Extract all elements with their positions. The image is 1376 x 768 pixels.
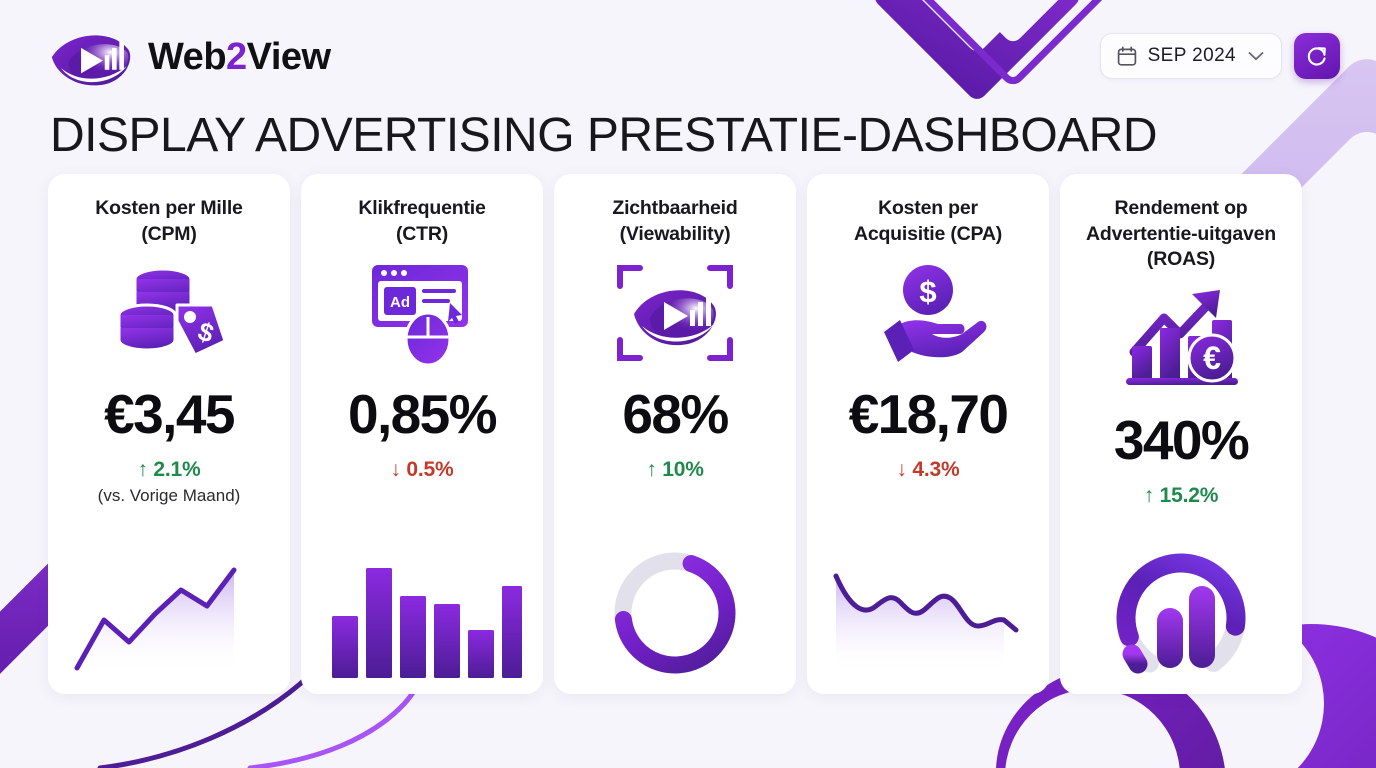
kpi-card-chart-area-cpm (48, 532, 290, 682)
kpi-card-title-line1: Klikfrequentie (358, 197, 486, 219)
kpi-card-chart-gauge-roas (1060, 532, 1302, 682)
kpi-card-delta: ↑ 15.2% (1143, 484, 1219, 508)
kpi-card-delta: ↑ 2.1% (137, 458, 201, 482)
kpi-card-icon: $ (60, 253, 278, 373)
kpi-card-viewability[interactable]: Zichtbaarheid (Viewability) (554, 174, 796, 694)
refresh-button[interactable] (1294, 33, 1340, 79)
ad-click-mouse-icon: Ad (372, 265, 468, 367)
brand-name-part1: Web (148, 35, 227, 78)
kpi-card-title-line1: Kosten per (878, 197, 978, 219)
kpi-card-value: 340% (1113, 409, 1250, 472)
refresh-icon (1307, 47, 1326, 66)
date-selector[interactable]: SEP 2024 (1099, 33, 1282, 79)
kpi-card-title-line2: (CTR) (395, 222, 449, 245)
donut-chart-viewability (614, 552, 736, 674)
kpi-card-delta: ↑ 10% (646, 458, 704, 482)
brand-name-accent: 2 (226, 35, 247, 78)
bar-chart-ctr (332, 568, 522, 678)
kpi-card-delta: ↓ 0.5% (390, 458, 454, 482)
date-selector-value: SEP 2024 (1147, 45, 1236, 66)
kpi-card-title-line1: Zichtbaarheid (612, 197, 738, 219)
top-bar: Web2View SEP 2024 (46, 26, 1340, 90)
kpi-card-value: 0,85% (348, 383, 498, 446)
eye-play-chart-logo-icon (51, 35, 131, 86)
kpi-card-value: 68% (622, 383, 729, 446)
kpi-card-chart-donut-viewability (554, 532, 796, 682)
kpi-card-title-line1: Kosten per Mille (95, 197, 243, 219)
blob-bottom-right-cutout2-decoration (1005, 689, 1180, 768)
kpi-card-title: Kosten per Acquisitie (CPA) (854, 196, 1002, 247)
kpi-card-subtitle: (vs. Vorige Maand) (97, 486, 241, 506)
kpi-card-roas[interactable]: Rendement op Advertentie-uitgaven (ROAS) (1060, 174, 1302, 694)
kpi-card-cpm[interactable]: Kosten per Mille (CPM) (48, 174, 290, 694)
kpi-card-title: Zichtbaarheid (Viewability) (612, 196, 737, 247)
kpi-card-icon: € (1072, 279, 1290, 399)
kpi-card-title-line1: Rendement op (1114, 197, 1248, 219)
kpi-card-icon (566, 253, 784, 373)
kpi-card-title-line3: (ROAS) (1146, 248, 1216, 271)
top-bar-controls: SEP 2024 (1099, 33, 1340, 79)
kpi-card-row: Kosten per Mille (CPM) (48, 174, 1302, 694)
kpi-card-delta: ↓ 4.3% (896, 458, 960, 482)
calendar-icon (1117, 46, 1136, 66)
svg-text:Ad: Ad (390, 294, 410, 311)
kpi-card-title-line2: Acquisitie (CPA) (853, 222, 1003, 245)
kpi-card-title: Klikfrequentie (CTR) (358, 196, 485, 247)
brand-name-part2: View (246, 35, 331, 78)
growth-arrow-euro-icon: € (1126, 290, 1238, 386)
area-chart-cpa (833, 573, 1019, 674)
kpi-card-chart-area-cpa (807, 532, 1049, 682)
area-chart-cpm (74, 567, 237, 674)
kpi-card-chart-bars-ctr (301, 532, 543, 682)
brand-name: Web2View (148, 36, 331, 79)
svg-text:$: $ (919, 274, 936, 309)
gauge-chart-roas (1116, 553, 1246, 682)
kpi-card-title-line2: (CPM) (141, 222, 197, 245)
kpi-card-value: €3,45 (104, 383, 235, 446)
kpi-card-title: Kosten per Mille (CPM) (95, 196, 243, 247)
kpi-card-cpa[interactable]: Kosten per Acquisitie (CPA) $ €18,70 ↓ 4… (807, 174, 1049, 694)
page-title: DISPLAY ADVERTISING PRESTATIE-DASHBOARD (50, 109, 1158, 162)
kpi-card-icon: $ (819, 253, 1037, 373)
kpi-card-title-line2: Advertentie-uitgaven (1086, 222, 1276, 245)
kpi-card-icon: Ad (313, 253, 531, 373)
kpi-card-ctr[interactable]: Klikfrequentie (CTR) Ad (301, 174, 543, 694)
hand-holding-coin-icon: $ (884, 265, 987, 363)
brand-logo[interactable]: Web2View (46, 26, 331, 88)
kpi-card-title: Rendement op Advertentie-uitgaven (ROAS) (1086, 196, 1276, 273)
svg-text:€: € (1203, 340, 1221, 376)
chevron-down-icon (1248, 52, 1264, 61)
coins-price-tag-icon: $ (117, 267, 227, 357)
kpi-card-value: €18,70 (848, 383, 1009, 446)
eye-viewfinder-icon (617, 265, 733, 362)
kpi-card-title-line2: (Viewability) (619, 222, 731, 245)
